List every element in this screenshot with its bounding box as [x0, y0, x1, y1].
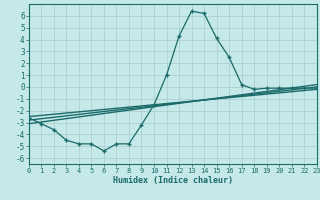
X-axis label: Humidex (Indice chaleur): Humidex (Indice chaleur) [113, 176, 233, 185]
